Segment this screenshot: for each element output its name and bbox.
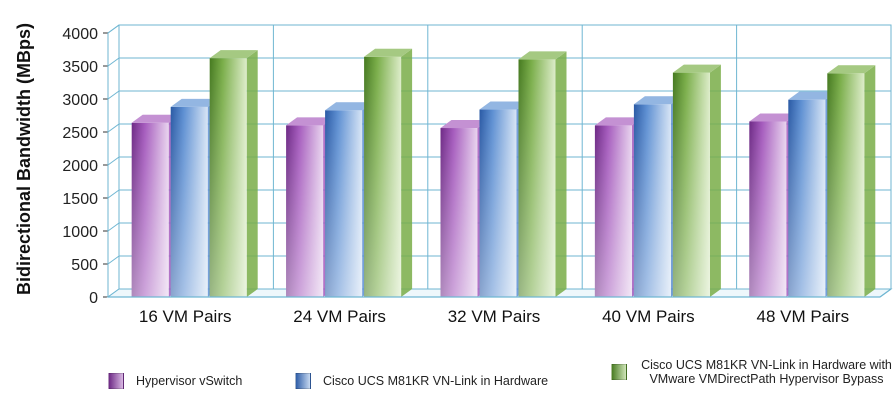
legend: Hypervisor vSwitch Cisco UCS M81KR VN-Li… (0, 352, 896, 401)
gridline-depth (107, 123, 120, 133)
bar-highlight (672, 72, 710, 297)
y-axis-label: Bidirectional Bandwidth (MBps) (14, 23, 34, 295)
x-tick-label: 32 VM Pairs (448, 307, 541, 326)
y-tick-label: 2500 (62, 125, 98, 142)
legend-label-ucs-vn-link: Cisco UCS M81KR VN-Link in Hardware (323, 374, 549, 388)
bar-highlight (518, 59, 556, 298)
left-wall-top (107, 24, 120, 34)
bar-top-shade (325, 102, 374, 111)
y-tick-label: 0 (89, 290, 98, 307)
bar-top-shade (170, 98, 219, 107)
bar-side (864, 65, 876, 297)
bar-highlight (749, 121, 787, 297)
legend-swatch-hypervisor-vswitch (108, 373, 124, 389)
gridline-depth (107, 156, 120, 166)
bar-top-shade (827, 65, 876, 74)
bar-highlight (286, 125, 324, 298)
y-tick-label: 500 (71, 257, 98, 274)
bar-top-shade (518, 51, 567, 60)
bar-highlight (209, 58, 247, 297)
y-tick-label: 3000 (62, 92, 98, 109)
bar-highlight (594, 125, 632, 298)
legend-label-hypervisor-vswitch: Hypervisor vSwitch (136, 374, 243, 388)
x-tick-label: 48 VM Pairs (757, 307, 850, 326)
y-tick-label: 1000 (62, 224, 98, 241)
bar-top-shade (479, 101, 528, 110)
legend-item-ucs-vmdirectpath: Cisco UCS M81KR VN-Link in Hardware with… (611, 358, 896, 386)
bar-highlight (479, 109, 517, 297)
x-tick-label: 24 VM Pairs (293, 307, 386, 326)
bar-highlight (440, 128, 478, 297)
legend-item-ucs-vn-link: Cisco UCS M81KR VN-Link in Hardware (295, 373, 548, 389)
x-tick-label: 16 VM Pairs (139, 307, 232, 326)
bar-highlight (827, 73, 865, 297)
legend-label-ucs-vmdirectpath: Cisco UCS M81KR VN-Link in Hardware with… (641, 358, 892, 386)
bar-top-shade (788, 91, 837, 100)
bar-top-shade (633, 96, 682, 105)
y-tick-label: 3500 (62, 59, 98, 76)
bar-highlight (364, 56, 402, 298)
bar-highlight (131, 122, 169, 297)
gridline-depth (107, 189, 120, 199)
bar-top-shade (672, 64, 721, 73)
gridline-depth (107, 90, 120, 100)
bar-side (401, 48, 413, 298)
gridline-depth (107, 255, 120, 265)
bar-top-shade (131, 114, 180, 123)
bar-top-shade (209, 50, 258, 59)
legend-swatch-ucs-vmdirectpath (611, 364, 627, 380)
gridline-depth (107, 222, 120, 232)
bar-highlight (633, 104, 671, 297)
bar-top-shade (364, 48, 413, 57)
bar-chart-svg: 0 500 1000 1500 2000 2500 3000 3500 4000 16 VM Pa… (14, 23, 893, 326)
bar-top-shade (286, 117, 335, 126)
bar-side (555, 51, 567, 298)
legend-item-hypervisor-vswitch: Hypervisor vSwitch (108, 373, 242, 389)
bar-side (246, 50, 258, 297)
gridline-depth (107, 57, 120, 67)
bar-highlight (170, 106, 208, 297)
bar-side (709, 64, 721, 297)
x-tick-label: 40 VM Pairs (602, 307, 695, 326)
y-tick-label: 4000 (62, 26, 98, 43)
y-tick-label: 1500 (62, 191, 98, 208)
bar-highlight (788, 99, 826, 297)
bar-top-shade (749, 113, 798, 122)
legend-swatch-ucs-vn-link (295, 373, 311, 389)
bar-highlight (325, 110, 363, 297)
bar-top-shade (594, 117, 643, 126)
y-tick-label: 2000 (62, 158, 98, 175)
bar-top-shade (440, 120, 489, 129)
x-axis-depth (879, 288, 892, 298)
